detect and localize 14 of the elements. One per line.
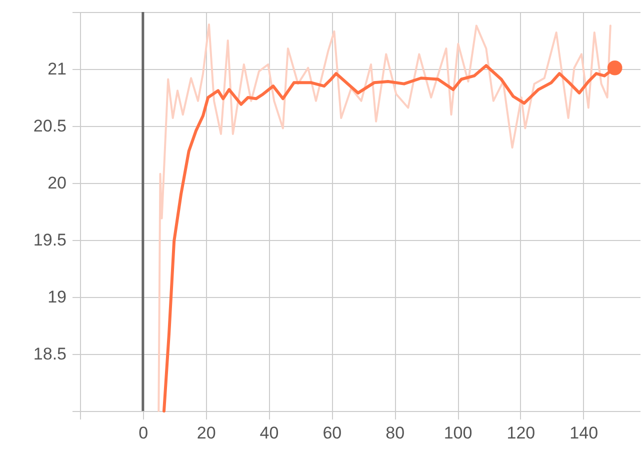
x-tick-label: 140 [570,424,598,442]
x-tick-label: 0 [138,424,148,442]
x-tick-label: 60 [322,424,342,442]
x-tick-label: 100 [444,424,472,442]
y-tick-label: 19.5 [33,230,66,250]
x-tick-label: 120 [506,424,536,442]
x-tick-label: 20 [196,424,216,442]
x-tick-label: 80 [386,424,405,442]
y-tick-label: 20.5 [33,116,66,136]
y-tick-label: 19 [48,288,66,306]
y-tick-label: 18.5 [33,344,66,364]
x-tick-label: 40 [260,424,279,442]
y-tick-label: 21 [48,60,66,78]
y-tick-label: 20 [48,174,66,192]
